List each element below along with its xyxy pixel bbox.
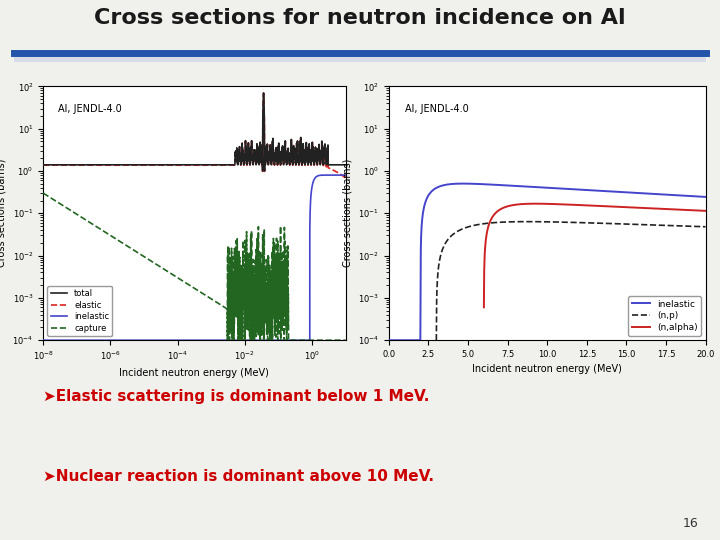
Legend: inelastic, (n,p), (n,alpha): inelastic, (n,p), (n,alpha) [628, 296, 701, 336]
X-axis label: Incident neutron energy (MeV): Incident neutron energy (MeV) [120, 368, 269, 378]
Text: Cross sections for neutron incidence on Al: Cross sections for neutron incidence on … [94, 8, 626, 28]
FancyBboxPatch shape [14, 53, 706, 62]
Y-axis label: Cross sections (barns): Cross sections (barns) [0, 159, 7, 267]
Text: 16: 16 [683, 517, 698, 530]
Y-axis label: Cross sections (barns): Cross sections (barns) [343, 159, 353, 267]
Text: Al, JENDL-4.0: Al, JENDL-4.0 [405, 104, 469, 114]
Text: Al, JENDL-4.0: Al, JENDL-4.0 [58, 104, 122, 114]
X-axis label: Incident neutron energy (MeV): Incident neutron energy (MeV) [472, 364, 622, 374]
Text: ➤Elastic scattering is dominant below 1 MeV.: ➤Elastic scattering is dominant below 1 … [43, 389, 430, 403]
Legend: total, elastic, inelastic, capture: total, elastic, inelastic, capture [48, 286, 112, 336]
Text: ➤Nuclear reaction is dominant above 10 MeV.: ➤Nuclear reaction is dominant above 10 M… [43, 469, 434, 483]
